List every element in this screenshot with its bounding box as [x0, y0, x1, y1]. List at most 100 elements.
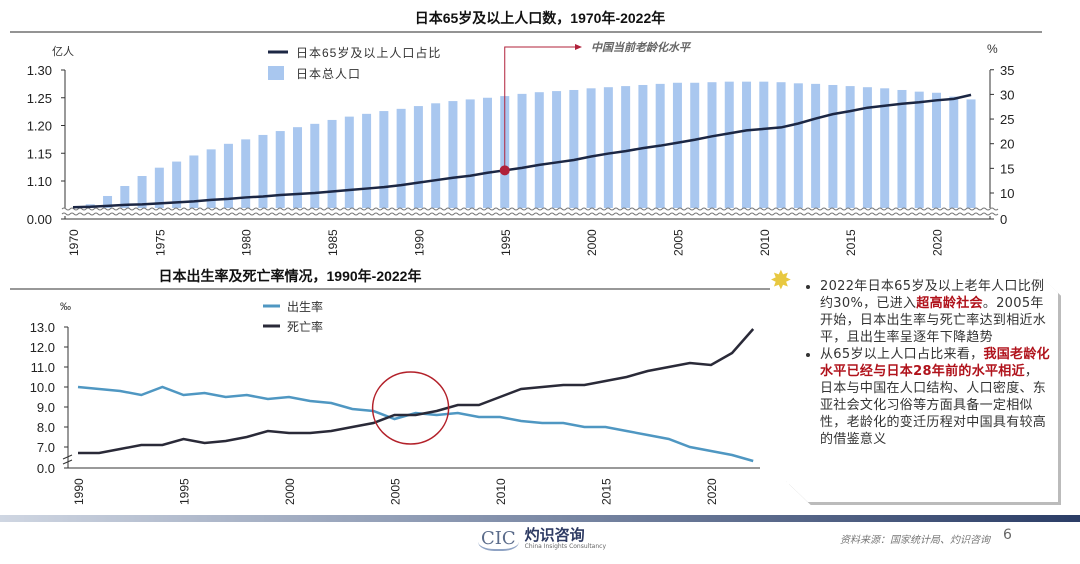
- chart2-axis-break: [62, 454, 73, 465]
- chart1-left-tick-label: 0.00: [27, 212, 52, 227]
- bar-population-2003: [638, 84, 648, 216]
- line-death-rate: [78, 328, 755, 455]
- bar-population-2022: [966, 99, 976, 216]
- bar-population-2012: [793, 83, 803, 216]
- bar-population-2010: [759, 81, 769, 216]
- bar-population-2021: [949, 96, 959, 216]
- annotation-label: 中国当前老龄化水平: [591, 41, 692, 54]
- chart1-x-tick-label: 2015: [844, 229, 858, 256]
- chart2-y-tick-label: 9.0: [37, 400, 55, 415]
- star-icon: ✸: [770, 266, 792, 296]
- chart1-x-tick-label: 1985: [326, 229, 340, 256]
- chart2-unit: ‰: [60, 301, 71, 313]
- bar-population-1992: [448, 101, 458, 216]
- chart2-x-tick-label: 2015: [600, 478, 614, 505]
- note-text: ，日本与中国在人口结构、人口密度、东亚社会文化习俗等方面具备一定相似性，老龄化的…: [820, 364, 1047, 447]
- chart1-left-tick-label: 1.10: [27, 174, 52, 189]
- source-note: 资料来源：国家统计局、灼识咨询: [840, 535, 990, 546]
- chart1-right-tick-label: 10: [1000, 186, 1014, 201]
- footer-bar: [0, 515, 1080, 522]
- chart2-y-tick-label: 7.0: [37, 440, 55, 455]
- note-text: 从65岁以上人口占比来看，: [820, 347, 984, 362]
- chart2-y-tick-label: 0.0: [37, 461, 55, 476]
- bar-population-1973: [120, 185, 130, 216]
- logo-en: China Insights Consultancy: [524, 543, 607, 550]
- chart1-x-tick-label: 1995: [499, 229, 513, 256]
- bar-population-2019: [914, 91, 924, 216]
- chart1-x-tick-label: 1970: [67, 229, 81, 256]
- bar-population-1981: [258, 134, 268, 216]
- bar-population-2004: [655, 83, 665, 216]
- bar-population-2020: [932, 92, 941, 216]
- chart1-x-tick-label: 2005: [671, 229, 685, 256]
- chart1-x-tick-label: 2020: [931, 229, 945, 256]
- legend-label-birth-rate: 出生率: [287, 299, 323, 314]
- bar-population-1979: [223, 143, 233, 216]
- bar-population-2016: [862, 87, 872, 216]
- bar-population-1994: [482, 97, 492, 216]
- bar-population-2007: [707, 82, 717, 217]
- bar-population-1974: [137, 176, 147, 216]
- chart2-y-tick-label: 10.0: [30, 380, 55, 395]
- annotation-marker: [499, 165, 510, 176]
- bar-population-1976: [172, 161, 182, 216]
- chart1-x-tick-label: 2000: [585, 229, 599, 256]
- bar-population-2000: [586, 88, 596, 216]
- chart1-left-tick-label: 1.15: [27, 146, 52, 161]
- line-aged-share: [72, 93, 972, 209]
- chart2-y-tick-label: 12.0: [30, 340, 55, 355]
- chart1-left-tick-label: 1.25: [27, 91, 52, 106]
- bar-population-1977: [189, 155, 199, 216]
- annotation-arrow-icon: [575, 44, 582, 50]
- chart1-x-tick-label: 2010: [758, 229, 772, 256]
- bar-population-1978: [206, 149, 216, 216]
- note-bullet-1: 2022年日本65岁及以上老年人口比例约30%，已进入超高龄社会。2005年开始…: [820, 278, 1050, 346]
- bar-population-1991: [431, 103, 441, 216]
- chart1-axis-break-band: [62, 208, 994, 216]
- bar-population-2009: [742, 81, 752, 216]
- chart2-x-tick-label: 1990: [72, 478, 86, 505]
- note-highlight: 我国老龄化水平已经与日本28年前的水平相近: [820, 347, 1050, 379]
- chart1-x-tick-label: 1980: [240, 229, 254, 256]
- logo: CIC 灼识咨询 China Insights Consultancy: [478, 528, 606, 551]
- bar-population-1997: [534, 92, 544, 216]
- bar-population-1975: [154, 167, 164, 216]
- bar-population-2008: [724, 81, 734, 216]
- page-number: 6: [1003, 527, 1012, 543]
- bar-population-1996: [517, 93, 527, 216]
- bar-population-2018: [897, 89, 907, 216]
- bar-population-2006: [690, 82, 700, 216]
- bar-population-1987: [362, 113, 372, 216]
- bar-population-2013: [811, 83, 821, 216]
- note-bullet-2: 从65岁以上人口占比来看，我国老龄化水平已经与日本28年前的水平相近，日本与中国…: [820, 346, 1050, 448]
- chart1-x-tick-label: 1975: [153, 229, 167, 256]
- chart1-break-wave-top: [61, 207, 999, 211]
- bar-population-1990: [413, 106, 423, 216]
- bar-population-1980: [241, 139, 251, 216]
- note-highlight: 超高龄社会: [916, 296, 983, 311]
- chart1-right-tick-label: 0: [1000, 212, 1007, 227]
- chart2-y-tick-label: 8.0: [37, 420, 55, 435]
- chart1-right-tick-label: 35: [1000, 63, 1014, 78]
- note-box: 2022年日本65岁及以上老年人口比例约30%，已进入超高龄社会。2005年开始…: [786, 272, 1058, 502]
- bar-population-1988: [379, 111, 389, 216]
- legend-bar-swatch: [268, 66, 284, 80]
- chart1-right-tick-label: 30: [1000, 87, 1014, 102]
- legend-label-death-rate: 死亡率: [287, 319, 323, 334]
- logo-mark: CIC: [478, 528, 519, 551]
- chart1-right-tick-label: 15: [1000, 161, 1014, 176]
- logo-cn: 灼识咨询: [524, 526, 585, 544]
- chart2-x-tick-label: 2010: [494, 478, 508, 505]
- chart1-left-tick-label: 1.20: [27, 119, 52, 134]
- bar-population-2014: [828, 84, 838, 216]
- chart2-x-tick-label: 2005: [389, 478, 403, 505]
- chart1-title: 日本65岁及以上人口数，1970年-2022年: [415, 10, 666, 26]
- chart2-x-tick-label: 2000: [283, 478, 297, 505]
- annotation-leader-line: [504, 46, 575, 171]
- chart2-title: 日本出生率及死亡率情况，1990年-2022年: [159, 268, 422, 284]
- bar-population-1986: [344, 116, 354, 216]
- bar-population-2011: [776, 82, 786, 217]
- bar-population-2001: [603, 87, 613, 216]
- line-birth-rate: [77, 385, 754, 463]
